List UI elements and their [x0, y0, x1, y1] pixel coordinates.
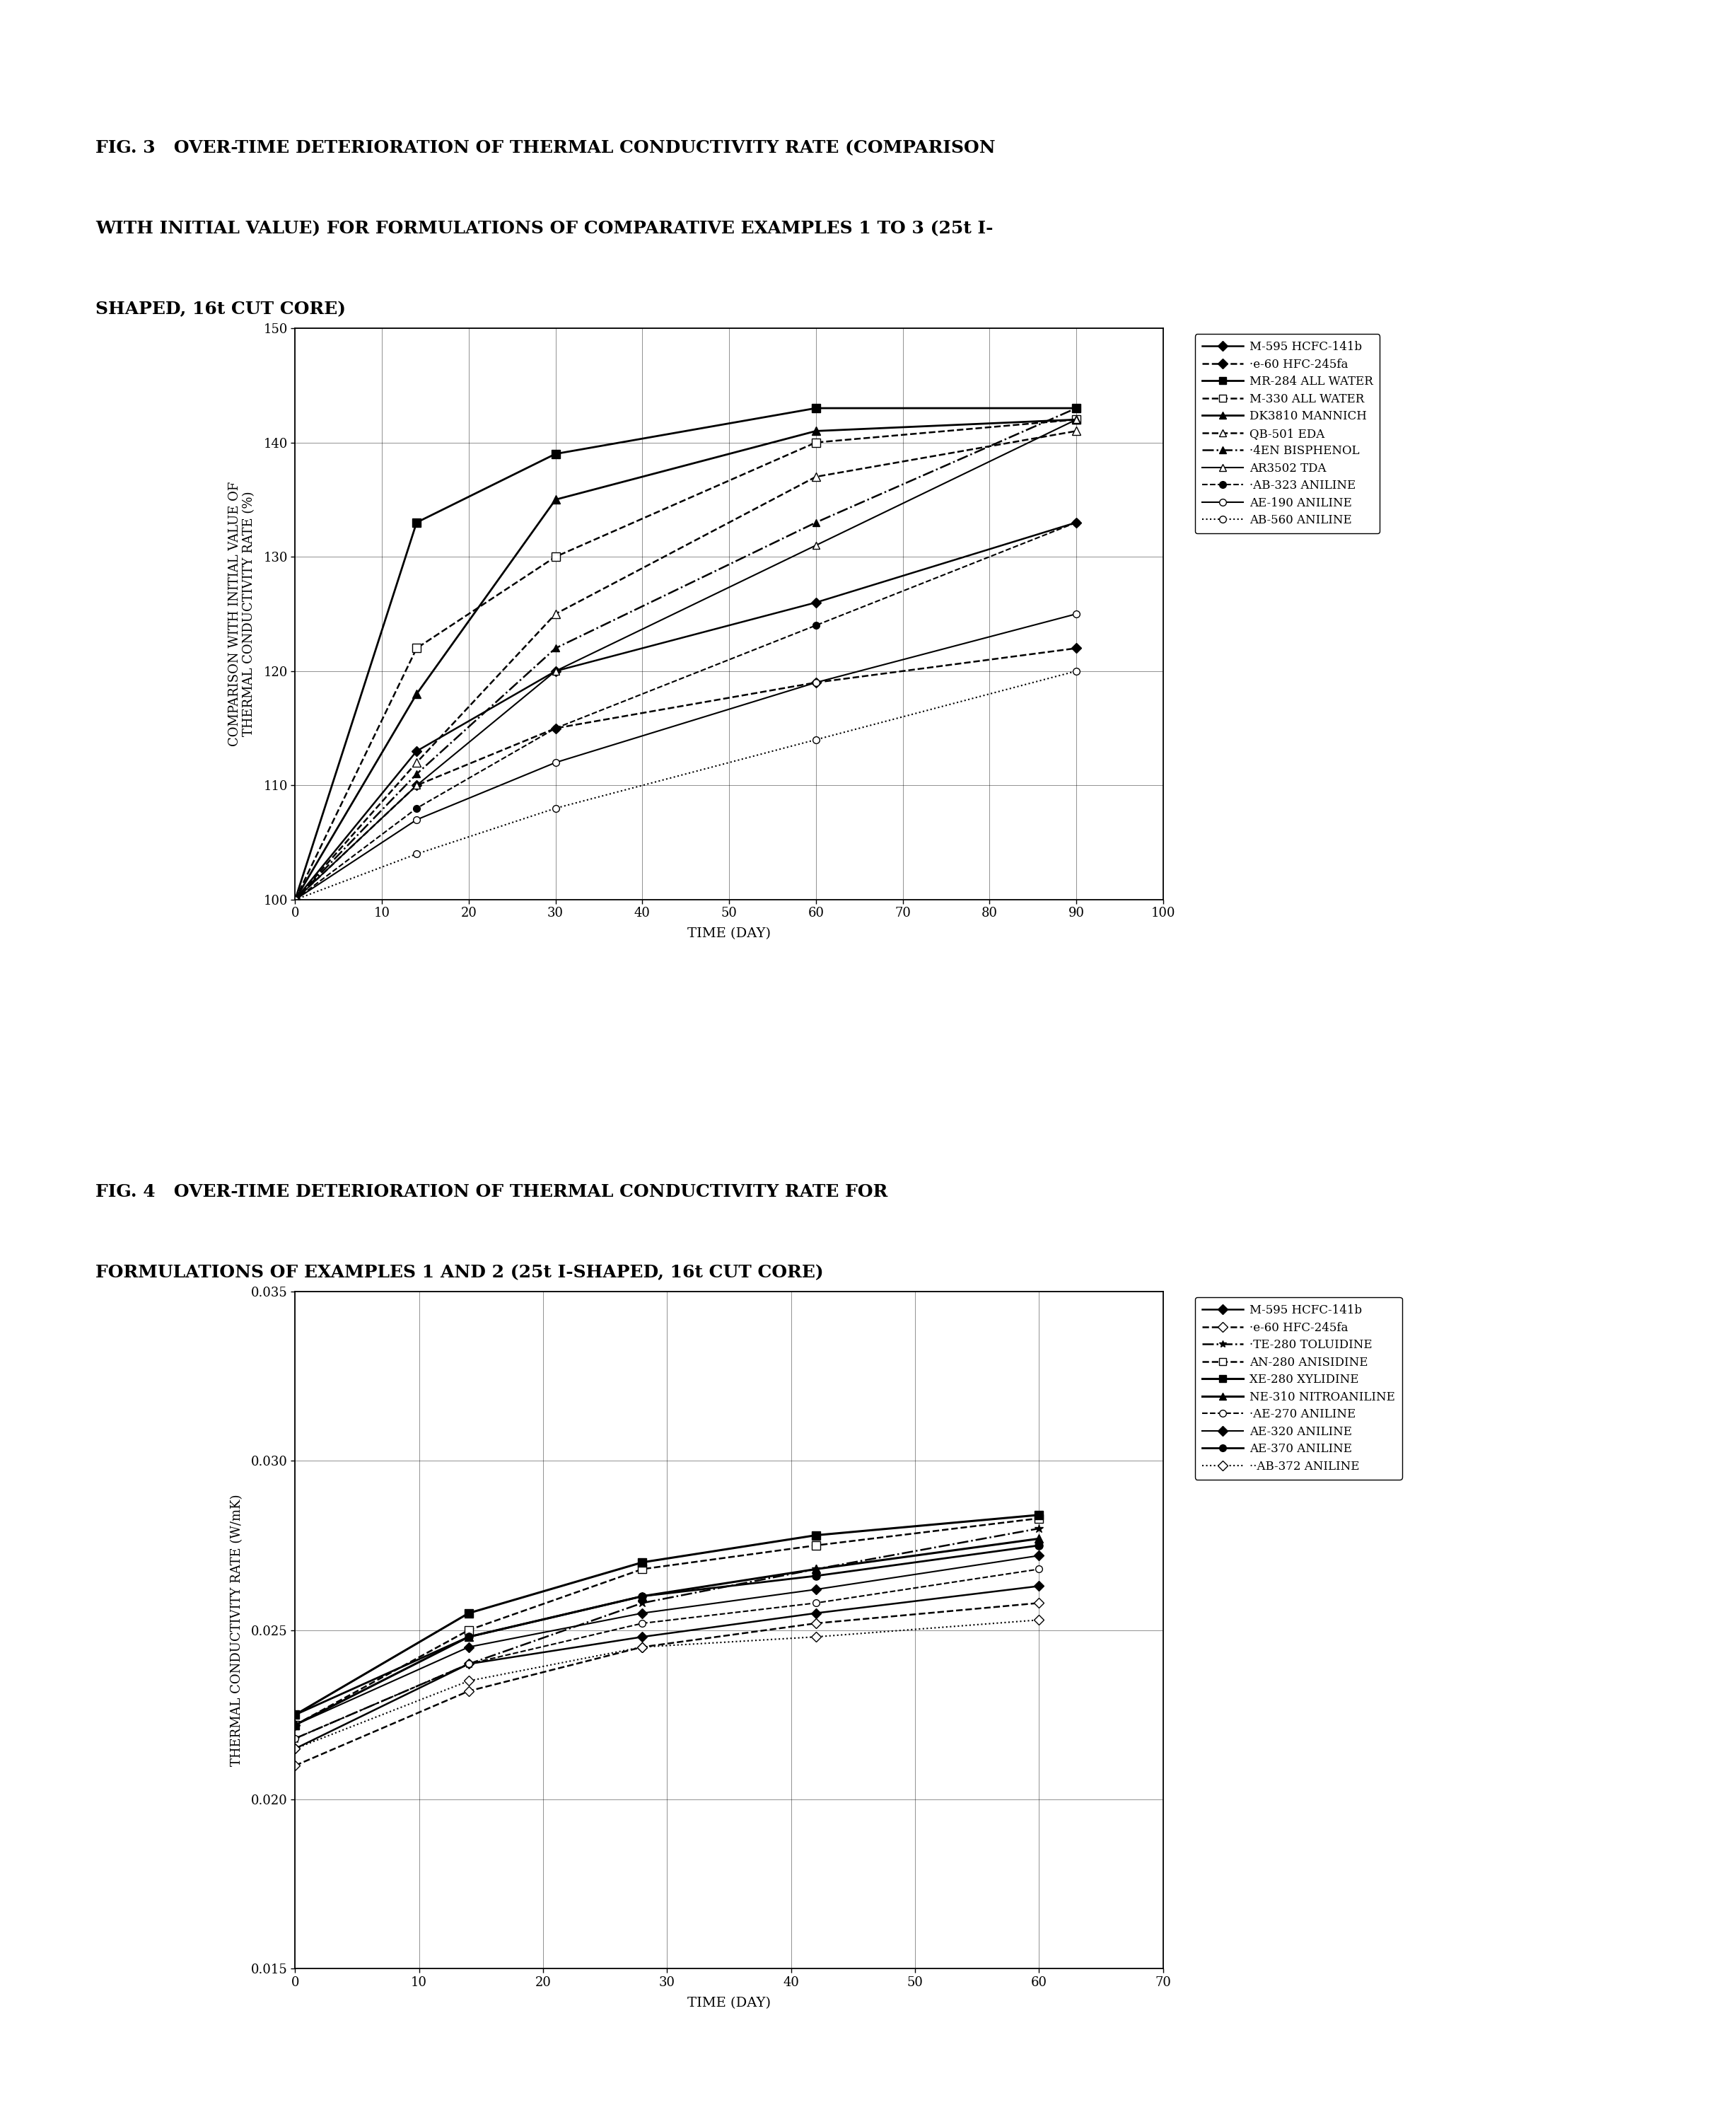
- Text: FIG. 4   OVER-TIME DETERIORATION OF THERMAL CONDUCTIVITY RATE FOR: FIG. 4 OVER-TIME DETERIORATION OF THERMA…: [95, 1183, 887, 1200]
- Text: WITH INITIAL VALUE) FOR FORMULATIONS OF COMPARATIVE EXAMPLES 1 TO 3 (25t I-: WITH INITIAL VALUE) FOR FORMULATIONS OF …: [95, 220, 993, 237]
- Text: SHAPED, 16t CUT CORE): SHAPED, 16t CUT CORE): [95, 301, 345, 318]
- X-axis label: TIME (DAY): TIME (DAY): [687, 927, 771, 940]
- Y-axis label: THERMAL CONDUCTIVITY RATE (W/mK): THERMAL CONDUCTIVITY RATE (W/mK): [231, 1495, 243, 1766]
- Legend: M-595 HCFC-141b, ·e-60 HFC-245fa, MR-284 ALL WATER, M-330 ALL WATER, DK3810 MANN: M-595 HCFC-141b, ·e-60 HFC-245fa, MR-284…: [1194, 334, 1380, 533]
- Y-axis label: COMPARISON WITH INITIAL VALUE OF
THERMAL CONDUCTIVITY RATE (%): COMPARISON WITH INITIAL VALUE OF THERMAL…: [227, 481, 255, 747]
- Legend: M-595 HCFC-141b, ·e-60 HFC-245fa, ·TE-280 TOLUIDINE, AN-280 ANISIDINE, XE-280 XY: M-595 HCFC-141b, ·e-60 HFC-245fa, ·TE-28…: [1194, 1298, 1403, 1480]
- X-axis label: TIME (DAY): TIME (DAY): [687, 1996, 771, 2009]
- Text: FIG. 3   OVER-TIME DETERIORATION OF THERMAL CONDUCTIVITY RATE (COMPARISON: FIG. 3 OVER-TIME DETERIORATION OF THERMA…: [95, 140, 995, 157]
- Text: FORMULATIONS OF EXAMPLES 1 AND 2 (25t I-SHAPED, 16t CUT CORE): FORMULATIONS OF EXAMPLES 1 AND 2 (25t I-…: [95, 1264, 823, 1281]
